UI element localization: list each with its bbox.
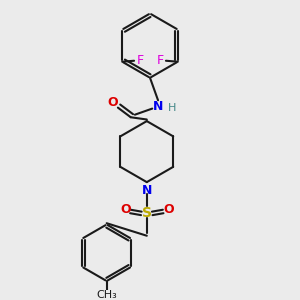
Text: O: O <box>108 96 118 109</box>
Text: S: S <box>142 206 152 220</box>
Text: F: F <box>136 54 143 67</box>
Text: O: O <box>163 203 174 216</box>
Text: H: H <box>168 103 177 112</box>
Text: F: F <box>157 54 164 67</box>
Text: O: O <box>120 203 130 216</box>
Text: CH₃: CH₃ <box>96 290 117 300</box>
Text: N: N <box>142 184 152 196</box>
Text: N: N <box>153 100 163 112</box>
